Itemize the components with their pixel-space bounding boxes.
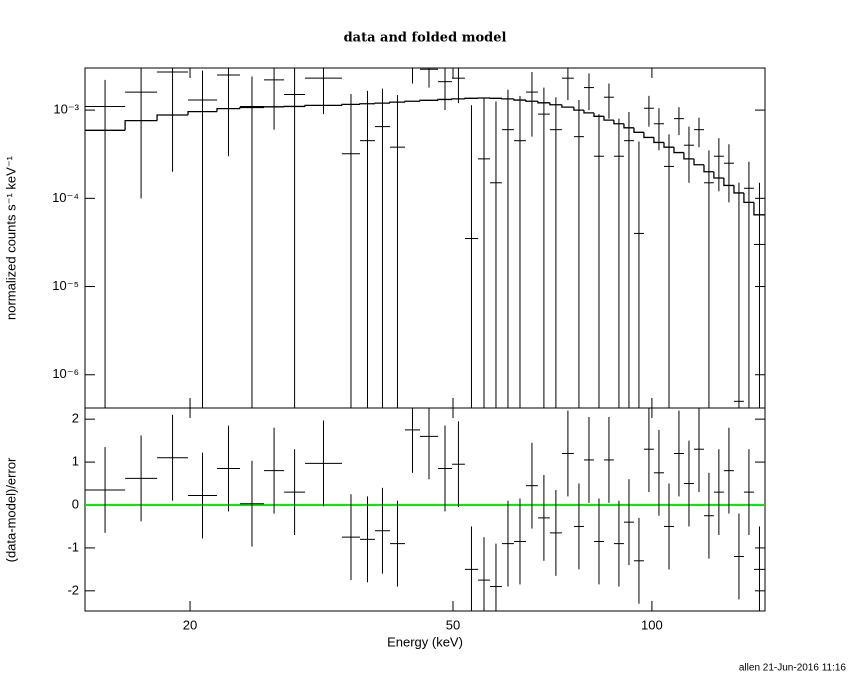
model-step bbox=[713, 171, 724, 179]
chart-title: data and folded model bbox=[344, 31, 507, 46]
model-step bbox=[723, 177, 734, 187]
plot-frame bbox=[84, 67, 766, 409]
model-step bbox=[583, 110, 594, 114]
model-step bbox=[603, 116, 614, 121]
model-step bbox=[419, 99, 439, 102]
model-step bbox=[633, 127, 644, 133]
y-tick-label: 2 bbox=[72, 411, 79, 426]
x-tick-label: 50 bbox=[446, 617, 460, 632]
model-step bbox=[341, 103, 360, 106]
model-step bbox=[733, 185, 744, 194]
model-step bbox=[124, 119, 158, 131]
model-step bbox=[501, 98, 514, 100]
model-step bbox=[437, 98, 452, 101]
y-tick-label: 1 bbox=[72, 454, 79, 469]
plot-frame bbox=[84, 407, 766, 612]
model-step bbox=[561, 104, 574, 108]
model-step bbox=[374, 102, 390, 104]
model-step bbox=[187, 111, 217, 115]
model-step bbox=[513, 98, 526, 101]
model-step bbox=[464, 97, 479, 99]
y-tick-label: 10⁻⁴ bbox=[52, 190, 79, 205]
model-step bbox=[537, 101, 550, 104]
model-step bbox=[643, 132, 654, 139]
model-step bbox=[663, 142, 674, 148]
model-step bbox=[156, 114, 189, 121]
x-tick-label: 100 bbox=[641, 617, 663, 632]
model-step bbox=[743, 192, 754, 204]
model-step bbox=[753, 202, 765, 216]
model-step bbox=[451, 98, 465, 100]
model-step bbox=[683, 152, 695, 160]
model-step bbox=[673, 147, 684, 154]
model-step bbox=[653, 137, 664, 144]
model-step bbox=[389, 101, 405, 104]
model-step bbox=[703, 164, 714, 173]
x-axis-label: Energy (keV) bbox=[387, 634, 463, 649]
model-step bbox=[525, 100, 538, 102]
y-tick-label: -1 bbox=[67, 539, 79, 554]
model-step bbox=[549, 102, 562, 106]
model-step bbox=[216, 107, 240, 112]
model-step bbox=[573, 107, 584, 111]
model-step bbox=[593, 112, 604, 117]
y-axis-label: normalized counts s⁻¹ keV⁻¹ bbox=[3, 155, 18, 320]
footer: allen 21-Jun-2016 11:16 bbox=[739, 663, 847, 674]
model-step bbox=[239, 106, 265, 109]
model-step bbox=[693, 158, 704, 166]
model-step bbox=[304, 104, 342, 107]
y-tick-label: 0 bbox=[72, 496, 79, 511]
y-axis-label: (data-model)/error bbox=[3, 457, 18, 562]
model-step bbox=[613, 120, 624, 125]
model-step bbox=[623, 123, 634, 129]
model-step bbox=[359, 103, 375, 105]
y-tick-label: 10⁻³ bbox=[53, 102, 79, 117]
plot-area bbox=[85, 68, 765, 408]
plot-area bbox=[85, 408, 765, 611]
y-tick-label: 10⁻⁵ bbox=[52, 278, 79, 293]
x-tick-label: 20 bbox=[183, 617, 197, 632]
y-tick-label: -2 bbox=[67, 582, 79, 597]
y-tick-label: 10⁻⁶ bbox=[52, 366, 79, 381]
model-step bbox=[404, 100, 420, 103]
